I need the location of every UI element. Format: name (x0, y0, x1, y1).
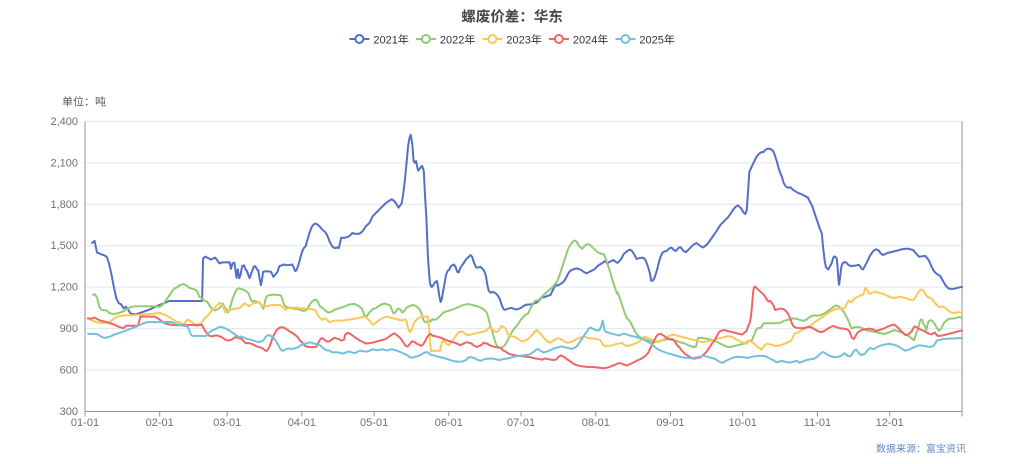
svg-text:2021: 2021 (373, 35, 397, 47)
svg-text:600: 600 (60, 365, 78, 377)
svg-text:2,100: 2,100 (50, 157, 78, 169)
svg-text:12-01: 12-01 (876, 417, 904, 429)
svg-text:06-01: 06-01 (435, 417, 463, 429)
svg-text:2022: 2022 (440, 35, 464, 47)
svg-text:2023: 2023 (506, 35, 530, 47)
svg-text:03-01: 03-01 (213, 417, 241, 429)
svg-text:04-01: 04-01 (288, 417, 316, 429)
svg-text:10-01: 10-01 (729, 417, 757, 429)
svg-text:1,200: 1,200 (50, 282, 78, 294)
svg-text:1,800: 1,800 (50, 199, 78, 211)
svg-text:300: 300 (60, 406, 78, 418)
svg-text:2024: 2024 (573, 35, 597, 47)
svg-text:07-01: 07-01 (507, 417, 535, 429)
svg-text:08-01: 08-01 (582, 417, 610, 429)
svg-text:09-01: 09-01 (656, 417, 684, 429)
svg-text:01-01: 01-01 (71, 417, 99, 429)
svg-text:05-01: 05-01 (360, 417, 388, 429)
svg-text:2025: 2025 (639, 35, 663, 47)
svg-text:11-01: 11-01 (804, 417, 831, 429)
svg-text:2,400: 2,400 (50, 116, 78, 128)
svg-text:02-01: 02-01 (146, 417, 174, 429)
svg-text:900: 900 (60, 323, 78, 335)
svg-text:1,500: 1,500 (50, 240, 78, 252)
